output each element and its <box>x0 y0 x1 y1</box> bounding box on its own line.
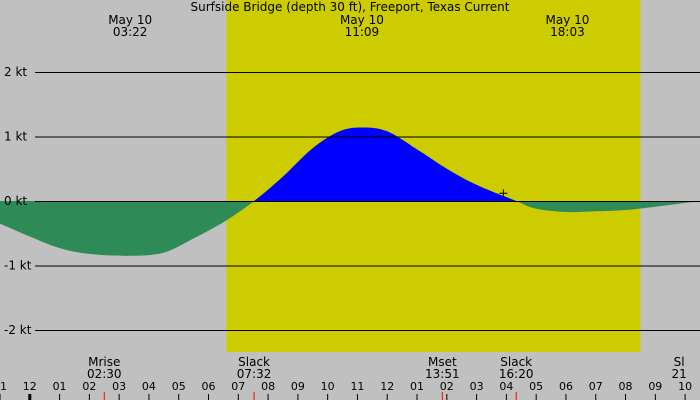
hour-label: 11 <box>350 380 364 393</box>
ebb-area <box>0 201 700 256</box>
hour-label: 10 <box>678 380 692 393</box>
chart-title: Surfside Bridge (depth 30 ft), Freeport,… <box>191 0 510 14</box>
hour-label: 12 <box>23 380 37 393</box>
hour-label: 06 <box>559 380 573 393</box>
hour-label: 04 <box>142 380 156 393</box>
flood-area <box>0 127 700 201</box>
bottom-event-labels: Mrise02:30Slack07:32Mset13:51Slack16:20S… <box>87 355 687 400</box>
event-date: May 10 <box>545 13 589 27</box>
bottom-event-label: Sl <box>674 355 685 369</box>
hour-label: 12 <box>380 380 394 393</box>
hour-label: 04 <box>499 380 513 393</box>
bottom-event-time: 02:30 <box>87 367 122 381</box>
event-date: May 10 <box>340 13 384 27</box>
hour-axis: 11 12 01 02 03 04 05 06 07 08 09 10 11 12 01 02 03 04 05 06… <box>0 380 692 400</box>
hour-label: 02 <box>82 380 96 393</box>
event-time: 11:09 <box>345 25 380 39</box>
y-tick-label: 0 kt <box>4 194 27 208</box>
bottom-event-time: 16:20 <box>499 367 534 381</box>
hour-label: 05 <box>529 380 543 393</box>
hour-label: 08 <box>619 380 633 393</box>
y-axis-labels: 2 kt 1 kt 0 kt -1 kt -2 kt <box>4 65 32 337</box>
current-curve <box>0 127 700 256</box>
bottom-event-label: Mrise <box>88 355 120 369</box>
hour-label: 11 <box>0 380 7 393</box>
bottom-event-time: 21 <box>672 367 687 381</box>
hour-label: 01 <box>53 380 67 393</box>
bottom-event-time: 13:51 <box>425 367 460 381</box>
hour-label: 09 <box>291 380 305 393</box>
y-tick-label: 2 kt <box>4 65 27 79</box>
current-time-marker <box>499 189 508 198</box>
hour-label: 09 <box>648 380 662 393</box>
hour-label: 05 <box>172 380 186 393</box>
bottom-event-label: Slack <box>238 355 270 369</box>
hour-label: 10 <box>321 380 335 393</box>
hour-label: 03 <box>470 380 484 393</box>
hour-label: 08 <box>261 380 275 393</box>
hour-label: 02 <box>440 380 454 393</box>
hour-label: 07 <box>589 380 603 393</box>
event-date: May 10 <box>108 13 152 27</box>
y-tick-label: -2 kt <box>4 323 32 337</box>
hour-label: 07 <box>231 380 245 393</box>
hour-label: 03 <box>112 380 126 393</box>
hour-label: 01 <box>410 380 424 393</box>
y-tick-label: -1 kt <box>4 259 32 273</box>
hour-label: 06 <box>202 380 216 393</box>
y-tick-label: 1 kt <box>4 130 27 144</box>
event-time: 18:03 <box>550 25 585 39</box>
bottom-event-label: Slack <box>500 355 532 369</box>
event-time: 03:22 <box>113 25 148 39</box>
bottom-event-label: Mset <box>428 355 457 369</box>
grid-lines <box>35 72 700 331</box>
bottom-event-time: 07:32 <box>237 367 272 381</box>
